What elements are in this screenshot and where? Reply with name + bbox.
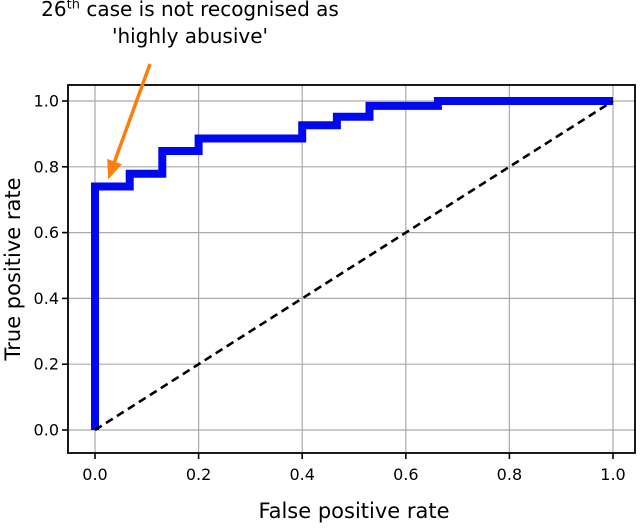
annotation-line1-rest: case is not recognised as	[79, 0, 339, 21]
y-axis-label: True positive rate	[1, 178, 25, 362]
roc-curve-line	[91, 97, 613, 430]
data-series	[91, 97, 614, 432]
tick-labels: 0.0 0.2 0.4 0.6 0.8 1.0 0.0 0.2 0.4 0.6 0.8 1.0	[34, 92, 626, 485]
annotation-text: 26th case is not recognised as 'highly a…	[30, 0, 350, 50]
x-axis-label: False positive rate	[258, 499, 449, 523]
x-tick-label: 0.6	[393, 465, 418, 484]
x-tick-label: 1.0	[600, 465, 625, 484]
x-tick-label: 0.2	[186, 465, 211, 484]
chance-diagonal-line	[94, 99, 614, 432]
y-tick-label: 0.2	[34, 355, 59, 374]
annotation-line2: 'highly abusive'	[111, 24, 269, 48]
x-tick-label: 0.0	[82, 465, 107, 484]
axis-ticks	[62, 100, 614, 459]
y-tick-label: 0.8	[34, 157, 59, 176]
y-tick-label: 0.0	[34, 421, 59, 440]
annotation-superscript: th	[66, 0, 80, 13]
annotation-arrow	[107, 63, 152, 180]
y-tick-label: 0.6	[34, 223, 59, 242]
y-tick-label: 1.0	[34, 92, 59, 111]
axes-frame	[67, 84, 636, 454]
annotation-line1-num: 26	[41, 0, 67, 21]
annotation-arrow-line	[107, 63, 152, 180]
x-tick-label: 0.4	[289, 465, 314, 484]
x-tick-label: 0.8	[497, 465, 522, 484]
y-tick-label: 0.4	[34, 289, 59, 308]
